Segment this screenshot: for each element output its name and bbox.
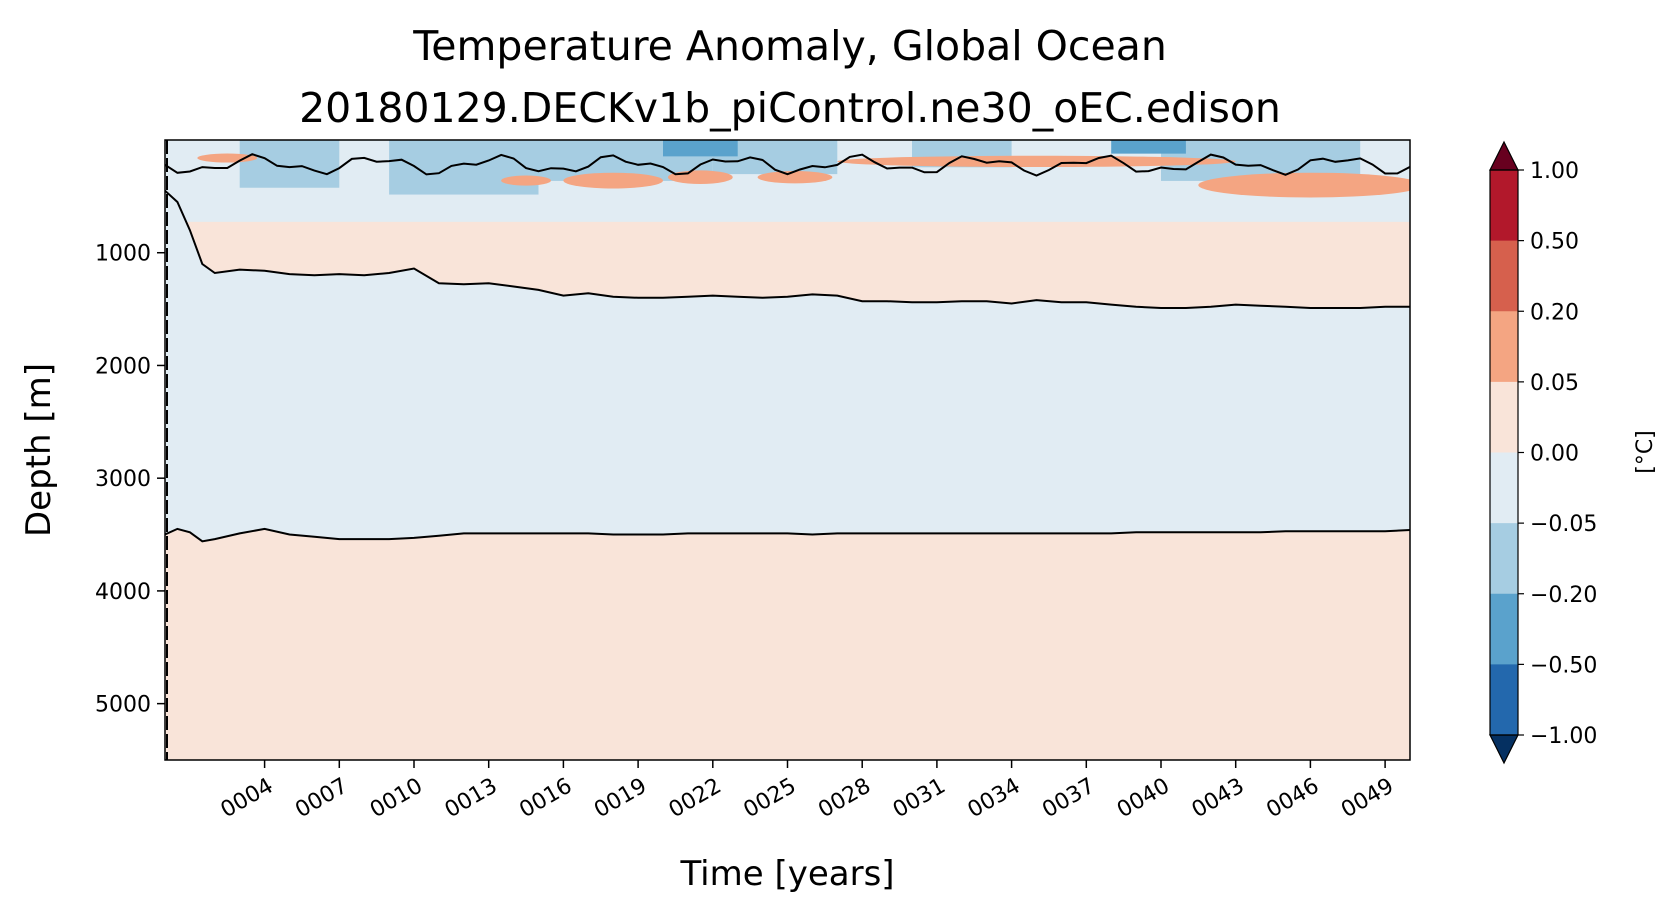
contour-surface: [165, 153, 1410, 177]
x-axis: 0004 0007 0010 0013 0016 0019 0022 0025 0028 0031…: [217, 760, 1398, 823]
x-tick-label: 0040: [1113, 774, 1174, 824]
y-tick-label: 1000: [95, 242, 151, 267]
x-tick-label: 0013: [441, 774, 502, 824]
colorbar-segment: [1490, 170, 1518, 242]
colorbar-tick-label: −0.50: [1530, 653, 1597, 678]
colorbar-extend-top: [1489, 140, 1519, 171]
colorbar-segment: [1490, 381, 1518, 453]
x-tick-label: 0022: [665, 774, 726, 824]
colorbar-segment: [1490, 240, 1518, 312]
colorbar-tick-label: −1.00: [1530, 724, 1597, 749]
x-tick-label: 0043: [1188, 774, 1249, 824]
warm-patch: [1198, 172, 1410, 198]
warm-patch: [757, 171, 833, 184]
x-tick-label: 0037: [1038, 774, 1099, 824]
colorbar-tick-label: 1.00: [1530, 159, 1579, 184]
surface-patch: [389, 140, 539, 195]
surface-patch: [1111, 140, 1186, 154]
x-tick-label: 0028: [814, 774, 875, 824]
warm-patch: [197, 153, 258, 163]
colorbar-tick-label: 0.05: [1530, 371, 1579, 396]
chart-title: Temperature Anomaly, Global Ocean: [412, 22, 1167, 70]
x-tick-label: 0034: [964, 774, 1025, 824]
colorbar: 1.00 0.50 0.20 0.05 0.00 −0.05 −0.20 −0.50 −1.00: [1489, 140, 1597, 765]
colorbar-tick-label: −0.20: [1530, 583, 1597, 608]
x-tick-label: 0049: [1337, 774, 1398, 824]
x-axis-label: Time [years]: [679, 854, 894, 894]
colorbar-segment: [1490, 452, 1518, 524]
plot-area: [164, 139, 1411, 761]
colorbar-tick-label: 0.00: [1530, 442, 1579, 467]
y-tick-label: 2000: [95, 354, 151, 379]
x-tick-label: 0019: [590, 774, 651, 824]
x-tick-label: 0004: [217, 774, 278, 824]
x-tick-label: 0031: [889, 774, 950, 824]
warm-patch: [837, 155, 1236, 168]
y-tick-label: 3000: [95, 467, 151, 492]
colorbar-tick-label: −0.05: [1530, 512, 1597, 537]
colorbar-tick-label: 0.50: [1530, 230, 1579, 255]
x-tick-label: 0046: [1262, 774, 1323, 824]
contour-zero-1: [165, 189, 1410, 309]
colorbar-segment: [1490, 664, 1518, 736]
y-tick-label: 4000: [95, 580, 151, 605]
warm-patch: [501, 175, 551, 186]
y-axis: 1000 2000 3000 4000 5000: [95, 242, 165, 718]
colorbar-segment: [1490, 311, 1518, 383]
surface-patch: [239, 140, 340, 188]
y-tick-label: 5000: [95, 693, 151, 718]
y-axis-label: Depth [m]: [19, 363, 59, 537]
colorbar-unit-label: [°C]: [1633, 430, 1658, 474]
x-tick-label: 0016: [515, 774, 576, 824]
plot-content: [165, 140, 1410, 760]
x-tick-label: 0007: [291, 774, 352, 824]
x-tick-label: 0025: [740, 774, 801, 824]
colorbar-segment: [1490, 523, 1518, 595]
band-mid-cool: [165, 190, 1410, 542]
colorbar-tick-label: 0.20: [1530, 300, 1579, 325]
surface-patch: [663, 140, 738, 157]
x-tick-label: 0010: [366, 774, 427, 824]
colorbar-extend-bottom: [1489, 734, 1519, 765]
warm-patch: [667, 170, 733, 184]
contour-zero-2: [165, 527, 1410, 543]
warm-patch: [563, 172, 663, 189]
colorbar-segment: [1490, 593, 1518, 665]
colorbar-unit-text: [°C]: [1633, 430, 1658, 474]
chart-subtitle: 20180129.DECKv1b_piControl.ne30_oEC.edis…: [299, 84, 1281, 132]
